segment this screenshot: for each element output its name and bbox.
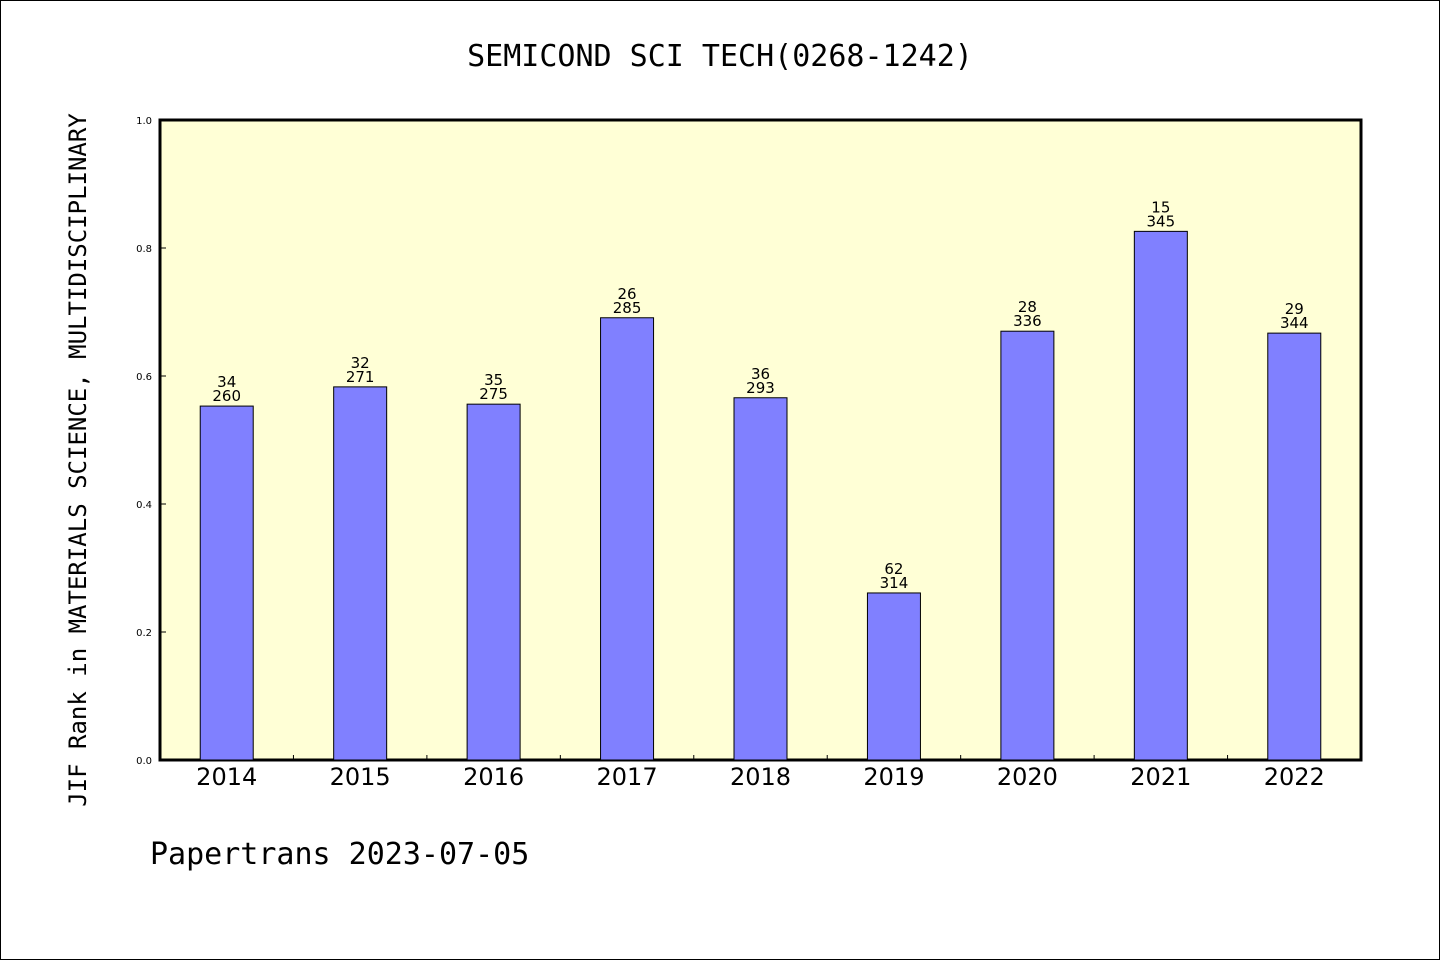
x-tick-label: 2015 [330,763,391,791]
y-tick-label: 0.6 [136,372,152,383]
bar-total-label: 344 [1280,314,1309,332]
bar [600,317,655,761]
bar-rank-label: 28 [1018,298,1037,316]
x-tick-label: 2021 [1130,763,1191,791]
bar [866,592,921,761]
bar-total-label: 345 [1147,212,1176,230]
y-tick-label: 0.2 [136,628,152,639]
bar [1133,230,1188,761]
x-tick-label: 2020 [997,763,1058,791]
y-tick-label: 0.0 [136,756,152,767]
chart-title: SEMICOND SCI TECH(0268-1242) [467,39,973,74]
x-tick-label: 2016 [463,763,524,791]
bar-rank-label: 32 [351,354,370,372]
x-tick-label: 2022 [1264,763,1325,791]
bar [733,397,788,761]
bar [199,405,254,761]
bar-rank-label: 29 [1285,300,1304,318]
y-tick-label: 0.8 [136,244,152,255]
x-tick-label: 2014 [196,763,257,791]
bar-rank-label: 34 [217,373,236,391]
bar-total-label: 271 [346,368,375,386]
bar-total-label: 260 [212,387,241,405]
bar-total-label: 285 [613,299,642,317]
bar-rank-label: 15 [1151,198,1170,216]
x-tick-label: 2018 [730,763,791,791]
bar [1267,332,1322,761]
bar-total-label: 336 [1013,312,1042,330]
bar [1000,330,1055,761]
bar-rank-label: 36 [751,365,770,383]
bar [466,403,521,761]
bar-total-label: 293 [746,379,775,397]
x-tick-label: 2017 [597,763,658,791]
footer-text: Papertrans 2023-07-05 [150,837,529,872]
bar-rank-label: 26 [618,285,637,303]
bar-rank-label: 62 [884,560,903,578]
y-tick-label: 0.4 [136,500,152,511]
x-axis-ticks: 2014 2015 2016 2017 2018 2019 2020 2021 2022 [196,755,1325,791]
y-axis-label: JIF Rank in MATERIALS SCIENCE, MULTIDISC… [64,113,92,807]
y-tick-label: 1.0 [136,116,152,127]
bar-total-label: 275 [479,385,508,403]
y-axis-ticks: 0.0 0.2 0.4 0.6 0.8 1.0 [136,116,166,767]
bar [333,386,388,761]
bar-total-label: 314 [880,574,909,592]
bar-rank-label: 35 [484,371,503,389]
x-tick-label: 2019 [863,763,924,791]
